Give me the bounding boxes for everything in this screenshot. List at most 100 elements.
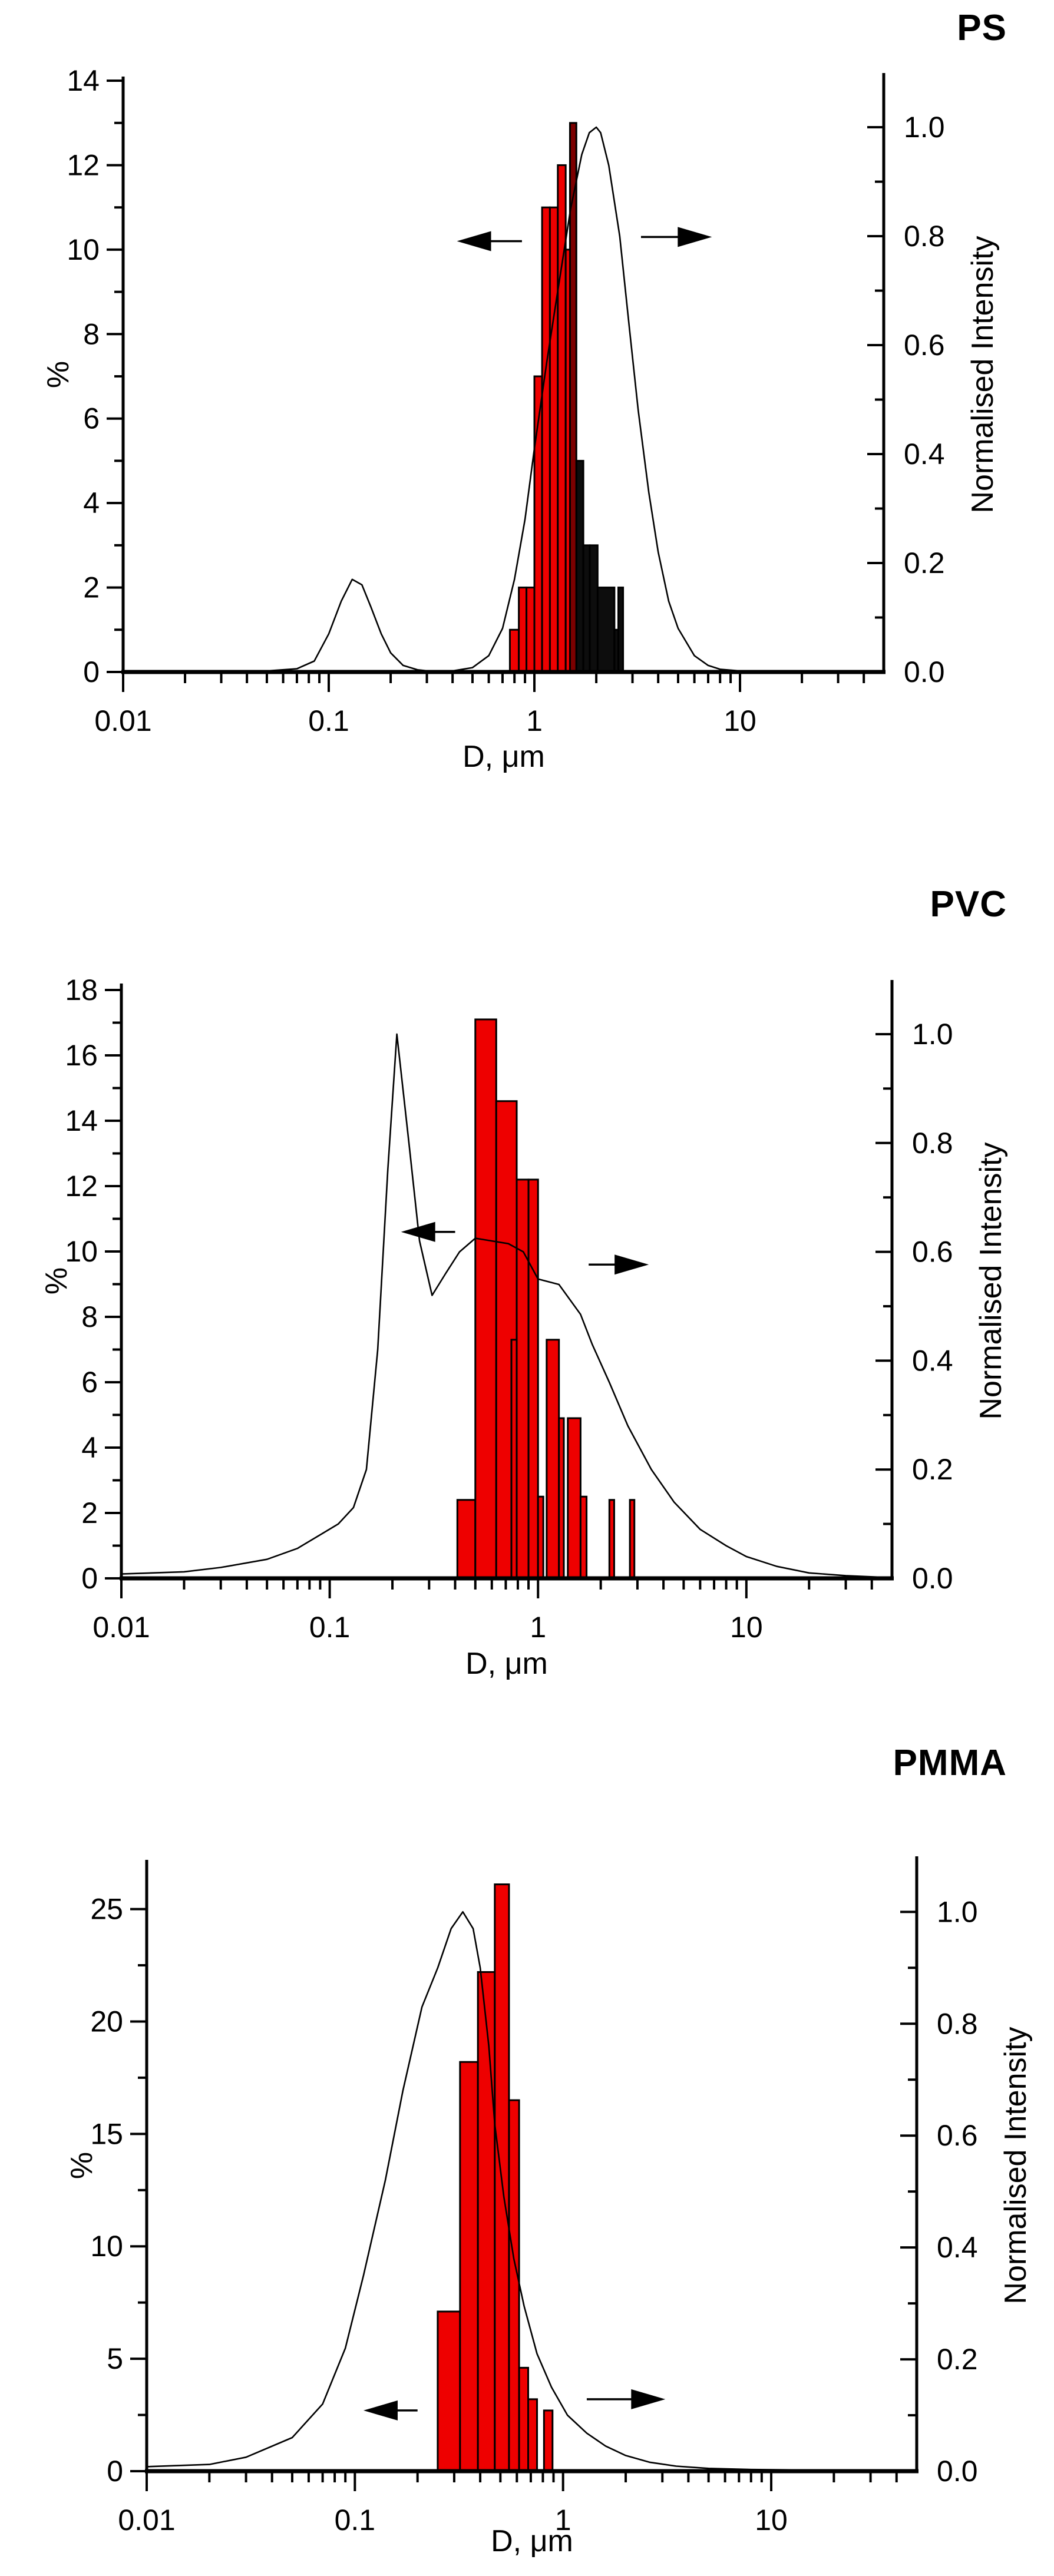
x-tick-label: 1	[555, 2504, 571, 2537]
x-tick-label: 1	[530, 1611, 546, 1644]
histogram-bars	[437, 1883, 554, 2472]
right-tick-label: 0.6	[904, 329, 945, 362]
x-tick-label: 10	[755, 2504, 788, 2537]
right-tick-label: 0.8	[912, 1127, 953, 1160]
left-axis-ticks: 0 2 4 6 8 10 12 14	[67, 64, 123, 688]
x-tick-label: 10	[723, 704, 756, 737]
chart-title-ps: PS	[957, 8, 1007, 48]
left-tick-label: 20	[90, 2005, 123, 2038]
right-tick-label: 0.0	[937, 2455, 978, 2488]
right-axis-label-ps: Normalised Intensity	[966, 236, 1000, 514]
histogram-bars	[508, 122, 625, 673]
right-axis-ticks: 0.0 0.2 0.4 0.6 0.8 1.0	[875, 1018, 953, 1595]
x-tick-label: 0.01	[118, 2504, 175, 2537]
axes	[145, 1856, 918, 2474]
histogram-bar	[546, 1339, 560, 1580]
right-tick-label: 0.4	[904, 438, 945, 471]
pvc-chart: 0 2 4 6 8 10 12 14 16 18 0.0 0.2 0.4 0.6 0.8 1.0 0.01 0.1…	[65, 974, 953, 1644]
histogram-bar	[629, 1499, 636, 1580]
right-arrow	[641, 227, 712, 247]
left-tick-label: 2	[81, 1496, 98, 1529]
histogram-bar	[508, 628, 520, 673]
right-axis-label-pvc: Normalised Intensity	[974, 1142, 1008, 1420]
left-arrow	[457, 231, 522, 251]
right-tick-label: 0.8	[904, 220, 945, 253]
left-axis-ticks: 0 5 10 15 20 25	[90, 1893, 147, 2488]
histogram-bar	[527, 2398, 538, 2472]
ps-chart: 0 2 4 6 8 10 12 14 0.0 0.2 0.4 0.6 0.8 1.0 0.01 0.1 1 10	[67, 64, 944, 737]
left-tick-label: 25	[90, 1893, 123, 1926]
chart-title-pvc: PVC	[930, 884, 1007, 925]
left-tick-label: 18	[65, 974, 98, 1006]
right-tick-label: 0.4	[912, 1344, 953, 1377]
histogram-bar	[459, 2061, 479, 2472]
histogram-bar	[575, 459, 584, 673]
histogram-bar	[567, 1417, 581, 1580]
left-tick-label: 14	[65, 1104, 98, 1137]
left-tick-label: 15	[90, 2117, 123, 2150]
x-tick-label: 0.01	[92, 1611, 150, 1644]
histogram-bar	[579, 1495, 588, 1580]
left-arrow	[363, 2400, 418, 2421]
left-tick-label: 4	[83, 486, 100, 519]
histogram-bar	[477, 1971, 496, 2472]
histogram-bar	[557, 164, 567, 673]
left-tick-label: 6	[83, 402, 100, 435]
x-axis-ticks: 0.01 0.1 1 10	[94, 672, 865, 737]
histogram-bar	[582, 544, 591, 673]
intensity-curve	[123, 126, 874, 673]
x-tick-label: 0.1	[335, 2504, 376, 2537]
x-tick-label: 0.1	[309, 1611, 351, 1644]
left-tick-label: 10	[90, 2230, 123, 2263]
right-axis-ticks: 0.0 0.2 0.4 0.6 0.8 1.0	[867, 111, 945, 688]
right-axis-label-pmma: Normalised Intensity	[999, 2027, 1033, 2305]
right-arrow	[589, 1254, 649, 1275]
axes	[121, 73, 886, 674]
left-tick-label: 10	[67, 233, 100, 266]
histogram-bar	[527, 1178, 539, 1580]
histogram-bar	[508, 2099, 520, 2472]
histogram-bar	[617, 587, 625, 673]
right-tick-label: 0.0	[904, 655, 945, 688]
histogram-bar	[541, 206, 551, 673]
x-tick-label: 0.01	[94, 704, 151, 737]
left-tick-label: 0	[81, 1562, 98, 1595]
right-axis-ticks: 0.0 0.2 0.4 0.6 0.8 1.0	[900, 1895, 978, 2488]
right-tick-label: 0.4	[937, 2231, 978, 2264]
histogram-bar	[474, 1018, 497, 1580]
left-tick-label: 0	[83, 655, 100, 688]
chart-title-pmma: PMMA	[893, 1743, 1007, 1783]
right-tick-label: 0.6	[937, 2119, 978, 2152]
left-tick-label: 14	[67, 64, 100, 97]
intensity-curve	[121, 1033, 883, 1578]
left-axis-label-pvc: %	[39, 1267, 74, 1295]
left-tick-label: 16	[65, 1039, 98, 1072]
left-tick-label: 8	[83, 317, 100, 350]
left-tick-label: 6	[81, 1366, 98, 1399]
histogram-bar	[608, 1499, 615, 1580]
left-tick-label: 4	[81, 1431, 98, 1464]
left-tick-label: 2	[83, 571, 100, 604]
right-tick-label: 0.2	[937, 2343, 978, 2376]
right-tick-label: 1.0	[912, 1018, 953, 1051]
left-tick-label: 12	[67, 148, 100, 181]
right-tick-label: 0.8	[937, 2007, 978, 2040]
left-axis-label-ps: %	[41, 360, 75, 389]
left-arrow	[401, 1221, 455, 1242]
histogram-bar	[516, 1178, 530, 1580]
right-tick-label: 0.2	[904, 547, 945, 580]
histogram-bars	[456, 1018, 636, 1580]
x-tick-label: 0.1	[308, 704, 349, 737]
left-tick-label: 10	[65, 1235, 98, 1268]
intensity-curve	[146, 1911, 907, 2472]
left-tick-label: 12	[65, 1170, 98, 1203]
left-tick-label: 0	[107, 2455, 123, 2488]
histogram-bar	[518, 2366, 530, 2472]
histogram-bar	[537, 1495, 544, 1580]
left-tick-label: 8	[81, 1300, 98, 1333]
right-tick-label: 0.2	[912, 1453, 953, 1486]
pmma-chart: 0 5 10 15 20 25 0.0 0.2 0.4 0.6 0.8 1.0 0.01 0.1 1 10	[90, 1856, 978, 2537]
left-axis-ticks: 0 2 4 6 8 10 12 14 16 18	[65, 974, 121, 1595]
